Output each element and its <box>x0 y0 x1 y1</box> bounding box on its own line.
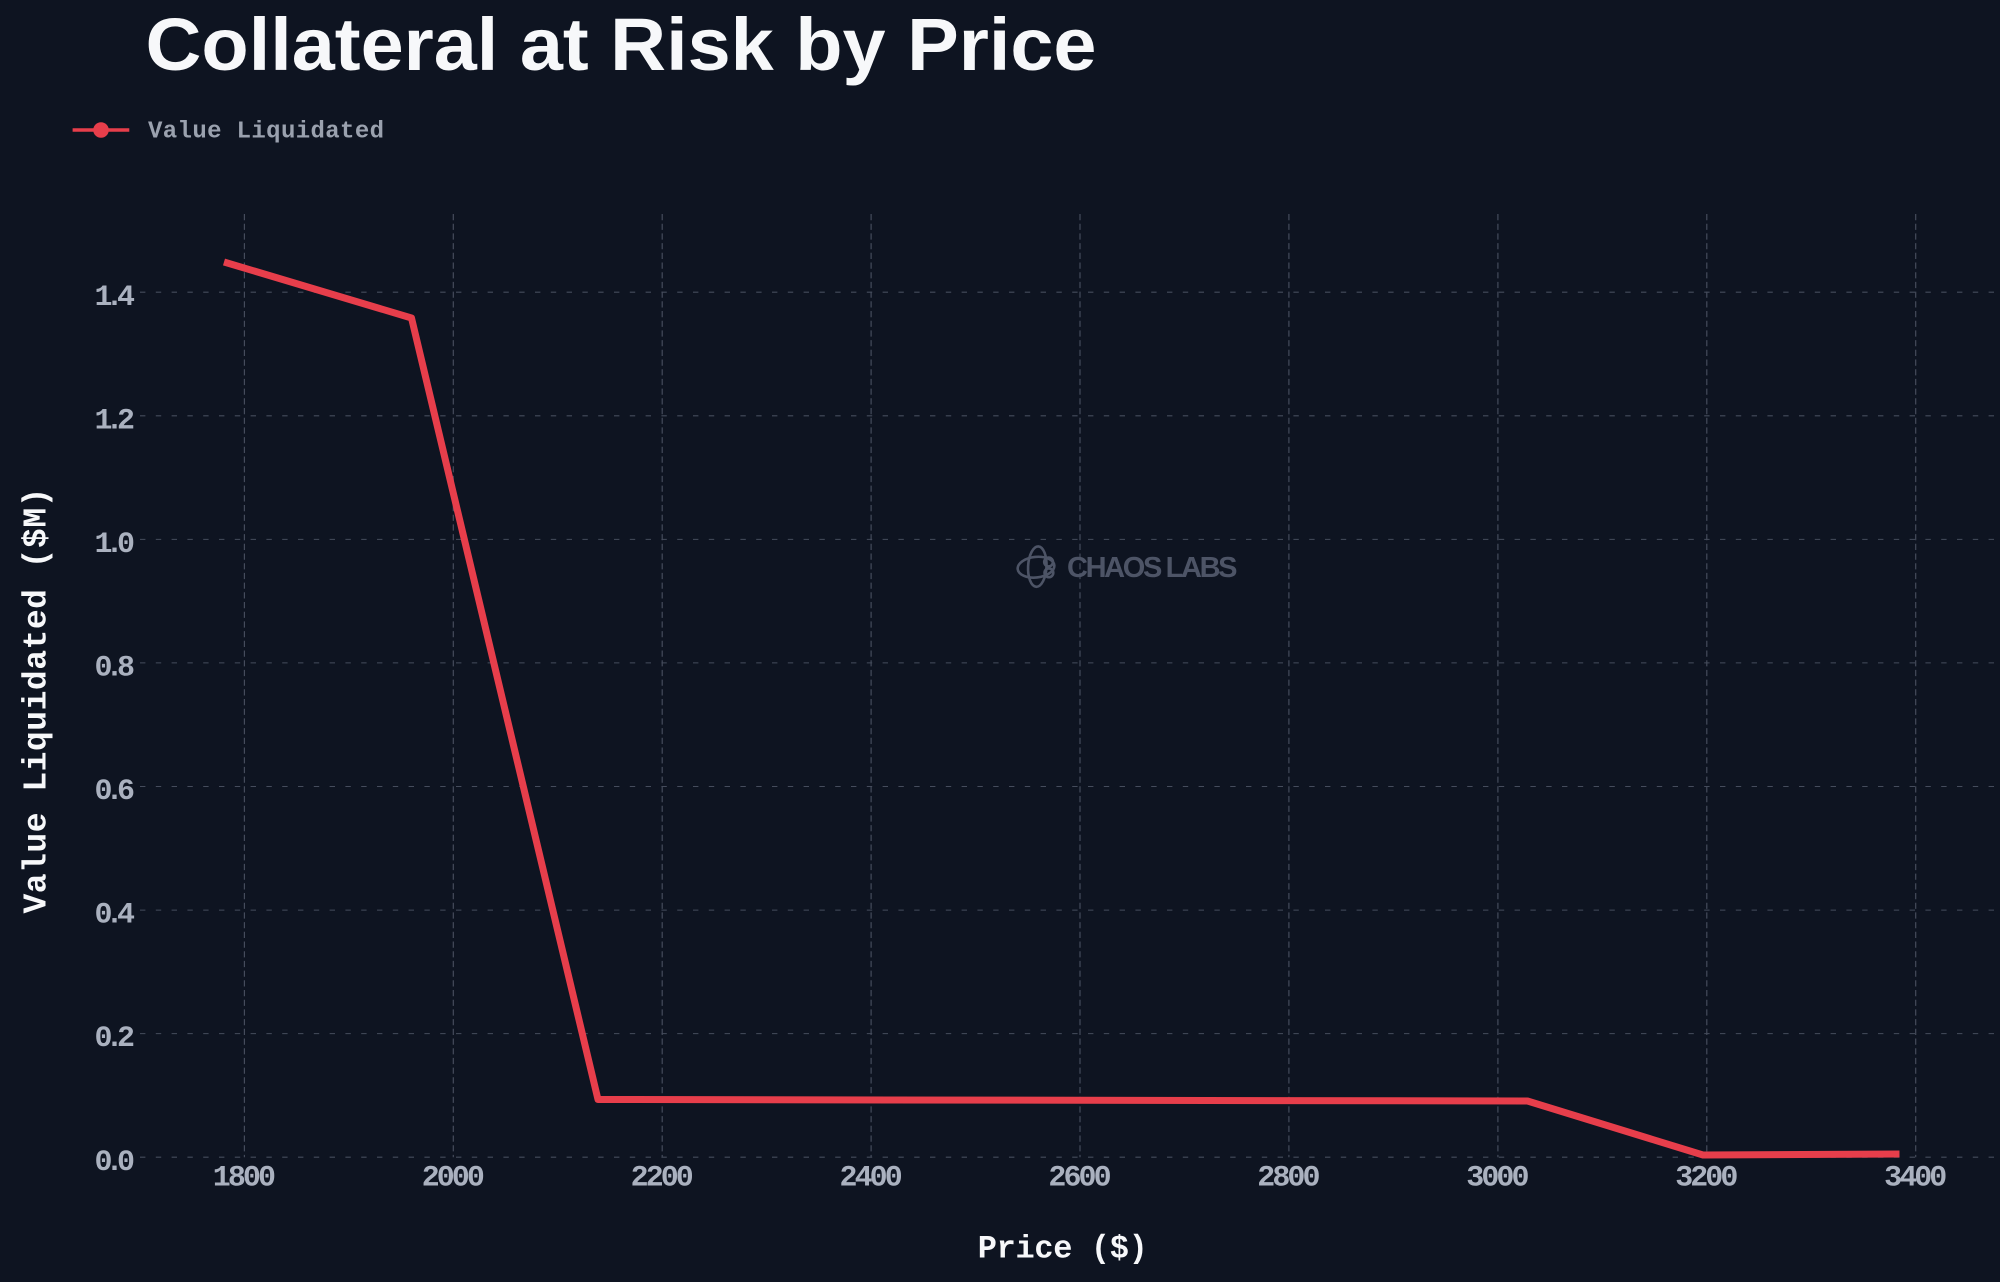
svg-text:Value Liquidated ($M): Value Liquidated ($M) <box>19 488 56 914</box>
svg-text:Collateral at Risk by Price: Collateral at Risk by Price <box>146 3 1097 86</box>
svg-text:2800: 2800 <box>1257 1162 1320 1196</box>
svg-text:2600: 2600 <box>1048 1162 1111 1196</box>
svg-text:CHAOS LABS: CHAOS LABS <box>1067 552 1239 584</box>
svg-text:3000: 3000 <box>1466 1162 1529 1196</box>
svg-text:1.0: 1.0 <box>94 528 135 562</box>
svg-text:1.2: 1.2 <box>94 404 135 438</box>
svg-text:1.4: 1.4 <box>94 281 135 315</box>
svg-text:2400: 2400 <box>839 1162 902 1196</box>
svg-text:3200: 3200 <box>1675 1162 1738 1196</box>
svg-text:3400: 3400 <box>1884 1162 1947 1196</box>
svg-text:Price ($): Price ($) <box>978 1231 1148 1268</box>
svg-text:2000: 2000 <box>422 1162 485 1196</box>
svg-text:0.8: 0.8 <box>94 652 135 686</box>
svg-text:1800: 1800 <box>213 1162 276 1196</box>
svg-text:0.4: 0.4 <box>94 899 135 933</box>
svg-text:0.2: 0.2 <box>94 1022 135 1056</box>
svg-text:2200: 2200 <box>631 1162 694 1196</box>
svg-text:0.0: 0.0 <box>94 1146 135 1180</box>
svg-text:0.6: 0.6 <box>94 775 135 809</box>
svg-text:Value Liquidated: Value Liquidated <box>148 119 384 146</box>
